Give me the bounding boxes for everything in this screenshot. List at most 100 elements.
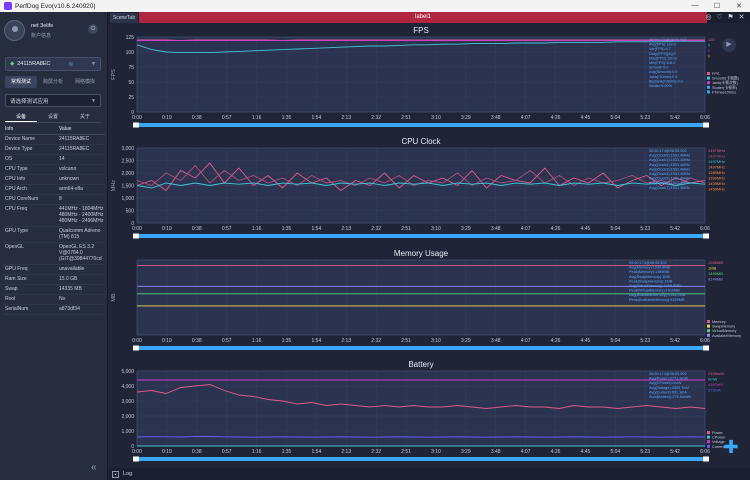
timeline-scrollbar[interactable] <box>133 346 709 350</box>
x-tick-label: 0:57 <box>222 449 232 455</box>
legend-swatch <box>707 444 710 448</box>
flag-icon[interactable]: ⚑ <box>727 14 734 21</box>
annotation-text: Peak(Memory):1489MB <box>629 270 670 274</box>
x-tick-label: 4:26 <box>551 449 561 455</box>
x-tick-label: 4:26 <box>551 226 561 232</box>
x-tick-label: 2:32 <box>371 338 381 344</box>
location-icon[interactable]: ◎ <box>705 14 712 21</box>
tab-cross-screen[interactable]: 跨屏分析 <box>42 79 63 85</box>
annotation-text: Avg(Clock6):1531.4MHz <box>649 181 690 185</box>
info-value: 8 <box>57 194 105 205</box>
x-tick-label: 1:16 <box>252 226 262 232</box>
info-key: CPU Info <box>3 174 57 185</box>
tab-network-sim[interactable]: 网络模拟 <box>74 79 95 85</box>
window-title: PerfDog Evo(v10.6.240920) <box>15 2 96 10</box>
minimize-button[interactable]: — <box>691 2 699 9</box>
y-tick-label: 25 <box>128 95 134 101</box>
timeline-scrollbar[interactable] <box>133 234 709 238</box>
legend-entry: AvailableMemory <box>712 334 741 338</box>
x-tick-label: 0:19 <box>162 226 172 232</box>
legend-value: 0mW <box>708 377 718 382</box>
tab-about[interactable]: 关于 <box>79 114 90 120</box>
x-tick-label: 1:35 <box>282 226 292 232</box>
info-row: CPU Arch arm64-v8a <box>3 184 105 195</box>
avatar[interactable] <box>4 20 25 41</box>
legend-value: 1289MHz <box>708 170 725 175</box>
x-tick-label: 3:48 <box>491 338 501 344</box>
tab-device[interactable]: 设备 <box>5 112 37 122</box>
scrollbar-right-handle[interactable] <box>703 456 709 462</box>
legend-entry: Current <box>712 445 726 449</box>
legend-swatch <box>707 333 710 337</box>
legend-swatch <box>707 76 710 80</box>
plot-area <box>136 370 706 447</box>
timeline-scrollbar[interactable] <box>133 457 709 461</box>
x-tick-label: 5:23 <box>640 449 650 455</box>
x-tick-label: 0:57 <box>222 226 232 232</box>
annotation-text: Drop(FPS)[/h]:0 <box>649 52 676 56</box>
info-row: OS 14 <box>3 154 105 165</box>
tab-settings[interactable]: 设置 <box>47 114 58 120</box>
annotation-text: Peak(AvailableMemory):9159MB <box>629 298 685 302</box>
x-tick-label: 5:42 <box>670 115 680 121</box>
perfdog-logo-icon <box>4 2 12 10</box>
play-icon[interactable]: ▶ <box>722 38 736 52</box>
logout-icon[interactable]: ⏻ <box>88 24 98 34</box>
annotation-text: 00:00:174@06:05.902 <box>649 149 687 153</box>
x-tick-label: 1:16 <box>252 338 262 344</box>
app-select-placeholder: 请选择测试应用 <box>10 98 49 105</box>
chart-title: FPS <box>413 26 429 35</box>
y-tick-label: 0 <box>131 221 134 227</box>
x-tick-label: 4:45 <box>581 338 591 344</box>
annotation-text: Var(FPS):4.7 <box>649 47 671 51</box>
y-tick-label: 1,000 <box>121 429 134 435</box>
info-value: Qualcomm Adreno (TM) 815 <box>57 226 105 243</box>
scrollbar-left-handle[interactable] <box>133 456 139 462</box>
y-tick-label: 5,000 <box>121 369 134 375</box>
tab-label1[interactable]: label1 <box>139 12 707 23</box>
add-icon[interactable]: ✚ <box>723 437 739 457</box>
x-tick-label: 0:19 <box>162 449 172 455</box>
app-select[interactable]: 请选择测试应用 ▼ <box>5 94 101 107</box>
scrollbar-right-handle[interactable] <box>703 345 709 351</box>
info-key: OS <box>3 154 57 165</box>
log-checkbox[interactable]: ▪ <box>112 470 119 478</box>
y-tick-label: 1,000 <box>121 196 134 202</box>
annotation-text: Jank(/10min):0.0 <box>649 75 677 79</box>
y-axis-label: MHz <box>111 180 117 192</box>
close-button[interactable]: ✕ <box>736 3 742 10</box>
annotation-text: Peak(VirtualMemory):1510MB <box>629 289 680 293</box>
x-tick-label: 0:38 <box>192 338 202 344</box>
x-tick-label: 4:07 <box>521 226 531 232</box>
legend-entry: FPS <box>712 72 720 76</box>
legend-value: 0 <box>708 54 711 59</box>
legend-entry: SwapMemory <box>712 325 735 329</box>
tab-scene[interactable]: SceneTab <box>110 12 138 23</box>
x-tick-label: 1:54 <box>312 449 322 455</box>
tab-normal-test[interactable]: 常规测试 <box>5 76 37 88</box>
device-select[interactable]: ◆ 24115RA8EC ≋ ▼ <box>5 57 101 71</box>
info-value: volcano <box>57 164 105 175</box>
maximize-button[interactable]: ☐ <box>713 3 721 10</box>
heart-icon[interactable]: ♡ <box>716 14 723 21</box>
legend-value: 0 <box>708 48 711 53</box>
timeline-scrollbar[interactable] <box>133 123 709 127</box>
account-info-link[interactable]: 账户信息 <box>31 33 52 39</box>
scrollbar-left-handle[interactable] <box>133 233 139 239</box>
info-row: Device Type 24115RA8EC <box>3 144 105 155</box>
info-key: CPU Freq <box>3 204 57 227</box>
scrollbar-right-handle[interactable] <box>703 233 709 239</box>
x-tick-label: 3:48 <box>491 226 501 232</box>
legend-value: 0 <box>708 43 711 48</box>
legend-value: 1497MHz <box>708 165 725 170</box>
chart-0: FPS FPS 0 25 50 75 100 125 0:00 0:19 0:38 0:57 1:16 1… <box>111 26 740 128</box>
x-tick-label: 6:06 <box>700 226 710 232</box>
info-key: GPU Freq <box>3 264 57 275</box>
scrollbar-left-handle[interactable] <box>133 122 139 128</box>
scrollbar-right-handle[interactable] <box>703 122 709 128</box>
x-tick-label: 3:48 <box>491 449 501 455</box>
close-icon[interactable]: ✕ <box>738 14 745 21</box>
scrollbar-left-handle[interactable] <box>133 345 139 351</box>
x-tick-label: 4:45 <box>581 449 591 455</box>
collapse-sidebar-icon[interactable]: « <box>91 462 97 473</box>
